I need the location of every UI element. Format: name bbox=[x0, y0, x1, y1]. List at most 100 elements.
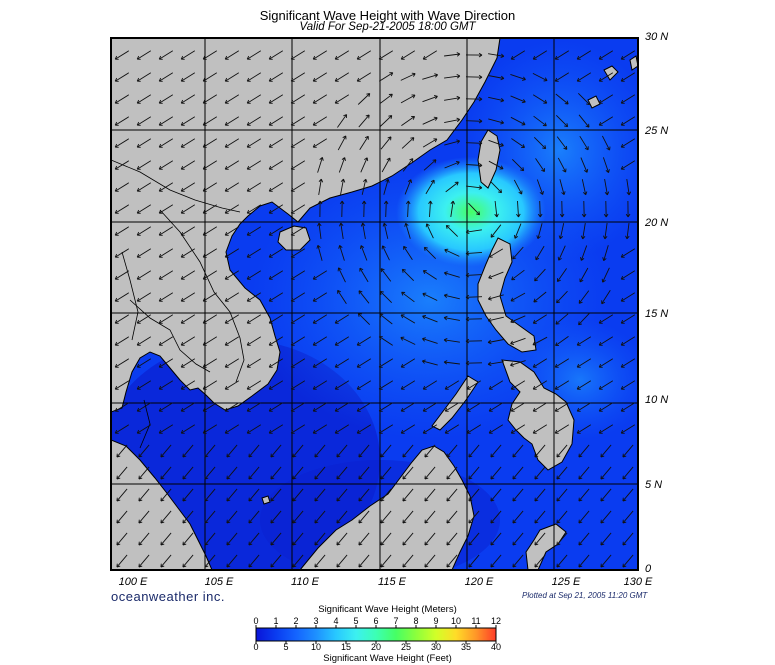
wave-arrow bbox=[158, 314, 174, 324]
wave-arrow bbox=[268, 138, 284, 148]
wave-arrow bbox=[246, 292, 262, 302]
wave-arrow bbox=[620, 358, 636, 368]
wave-arrow bbox=[246, 204, 262, 214]
x-tick-label: 130 E bbox=[623, 576, 653, 588]
wave-arrow bbox=[317, 157, 324, 173]
wave-arrow bbox=[180, 160, 196, 170]
wave-arrow bbox=[290, 424, 306, 434]
wave-arrow bbox=[357, 93, 371, 105]
wave-arrow bbox=[556, 488, 568, 502]
wave-arrow bbox=[533, 136, 547, 150]
wave-arrow bbox=[334, 358, 350, 368]
wave-arrow bbox=[312, 380, 328, 390]
country-borders bbox=[111, 159, 245, 449]
wave-arrow bbox=[334, 50, 350, 60]
colorbar-feet-label: 0 bbox=[253, 642, 259, 652]
wave-arrow bbox=[598, 358, 614, 368]
wave-arrow bbox=[534, 268, 546, 282]
wave-arrow bbox=[314, 466, 326, 480]
wave-arrow bbox=[404, 179, 413, 195]
wave-arrow bbox=[246, 50, 262, 60]
wave-arrow bbox=[488, 160, 504, 170]
wave-arrow bbox=[138, 510, 150, 524]
wave-arrow bbox=[356, 424, 372, 434]
wave-arrow bbox=[160, 532, 172, 546]
wave-arrow bbox=[358, 488, 370, 502]
wave-arrow bbox=[378, 380, 394, 390]
wave-arrow bbox=[381, 245, 390, 261]
wave-arrow bbox=[290, 226, 306, 236]
wave-arrow bbox=[533, 115, 547, 127]
wave-arrow bbox=[555, 114, 569, 128]
wave-arrow bbox=[625, 200, 631, 218]
wave-arrow bbox=[158, 248, 174, 258]
wave-arrow bbox=[202, 380, 218, 390]
wave-arrow bbox=[444, 248, 460, 257]
colorbar-feet-label: 20 bbox=[370, 642, 381, 652]
wave-arrow bbox=[138, 488, 150, 502]
wave-arrow bbox=[465, 273, 483, 278]
wave-arrow bbox=[312, 424, 328, 434]
wave-arrow bbox=[532, 336, 548, 346]
wave-arrow bbox=[402, 488, 414, 502]
colorbar-meters-label: 4 bbox=[333, 616, 339, 626]
wave-direction-arrows bbox=[114, 50, 636, 568]
wave-arrow bbox=[136, 94, 152, 104]
wave-arrow bbox=[202, 138, 218, 148]
wave-arrow bbox=[136, 336, 152, 346]
wave-arrow bbox=[601, 289, 611, 305]
wave-arrow bbox=[340, 178, 346, 195]
wave-arrow bbox=[361, 178, 368, 195]
wave-arrow bbox=[422, 292, 438, 301]
wave-arrow bbox=[136, 50, 152, 60]
wave-arrow bbox=[490, 532, 502, 546]
colorbar-meters-title: Significant Wave Height (Meters) bbox=[318, 604, 457, 615]
wave-arrow bbox=[204, 444, 216, 458]
wave-arrow bbox=[444, 52, 461, 57]
wave-arrow bbox=[422, 95, 438, 103]
wave-arrow bbox=[444, 402, 460, 412]
wave-arrow bbox=[202, 292, 218, 302]
wave-arrow bbox=[532, 50, 548, 60]
wave-arrow bbox=[312, 336, 328, 346]
wave-arrow bbox=[465, 360, 483, 366]
wave-arrow bbox=[358, 444, 370, 458]
wave-arrow bbox=[334, 380, 350, 390]
wave-arrow bbox=[114, 248, 130, 258]
wave-arrow bbox=[422, 314, 438, 323]
wave-arrow bbox=[158, 50, 174, 60]
wave-arrow bbox=[405, 200, 411, 218]
colorbar-meters-label: 6 bbox=[373, 616, 379, 626]
wave-arrow bbox=[337, 289, 347, 304]
wave-arrow bbox=[556, 510, 568, 524]
wave-arrow bbox=[158, 380, 174, 390]
wave-arrow bbox=[290, 138, 306, 148]
wave-arrow bbox=[578, 466, 590, 480]
wave-arrow bbox=[465, 163, 483, 168]
wave-arrow bbox=[336, 554, 348, 568]
wave-arrow bbox=[487, 316, 504, 323]
brand-logo-text: oceanweather inc. bbox=[111, 589, 226, 604]
wave-arrow bbox=[292, 488, 304, 502]
x-tick-label: 120 E bbox=[464, 576, 494, 588]
wave-arrow bbox=[180, 138, 196, 148]
wave-arrow bbox=[446, 510, 458, 524]
wave-arrow bbox=[620, 116, 636, 126]
wave-arrow bbox=[314, 532, 326, 546]
wave-arrow bbox=[444, 95, 461, 101]
colorbar-feet-label: 30 bbox=[430, 642, 441, 652]
wave-arrow bbox=[202, 50, 218, 60]
wave-arrow bbox=[558, 223, 565, 240]
wave-arrow bbox=[202, 358, 218, 368]
wave-arrow bbox=[336, 532, 348, 546]
wave-arrow bbox=[465, 338, 483, 344]
wave-arrow bbox=[268, 358, 284, 368]
wave-arrow bbox=[356, 402, 372, 412]
wave-arrow bbox=[445, 224, 459, 237]
wave-arrow bbox=[312, 292, 328, 302]
wave-arrow bbox=[312, 138, 328, 148]
wave-arrow bbox=[578, 312, 590, 326]
wave-arrow bbox=[622, 532, 634, 546]
wave-arrow bbox=[468, 510, 480, 524]
wave-arrow bbox=[160, 510, 172, 524]
